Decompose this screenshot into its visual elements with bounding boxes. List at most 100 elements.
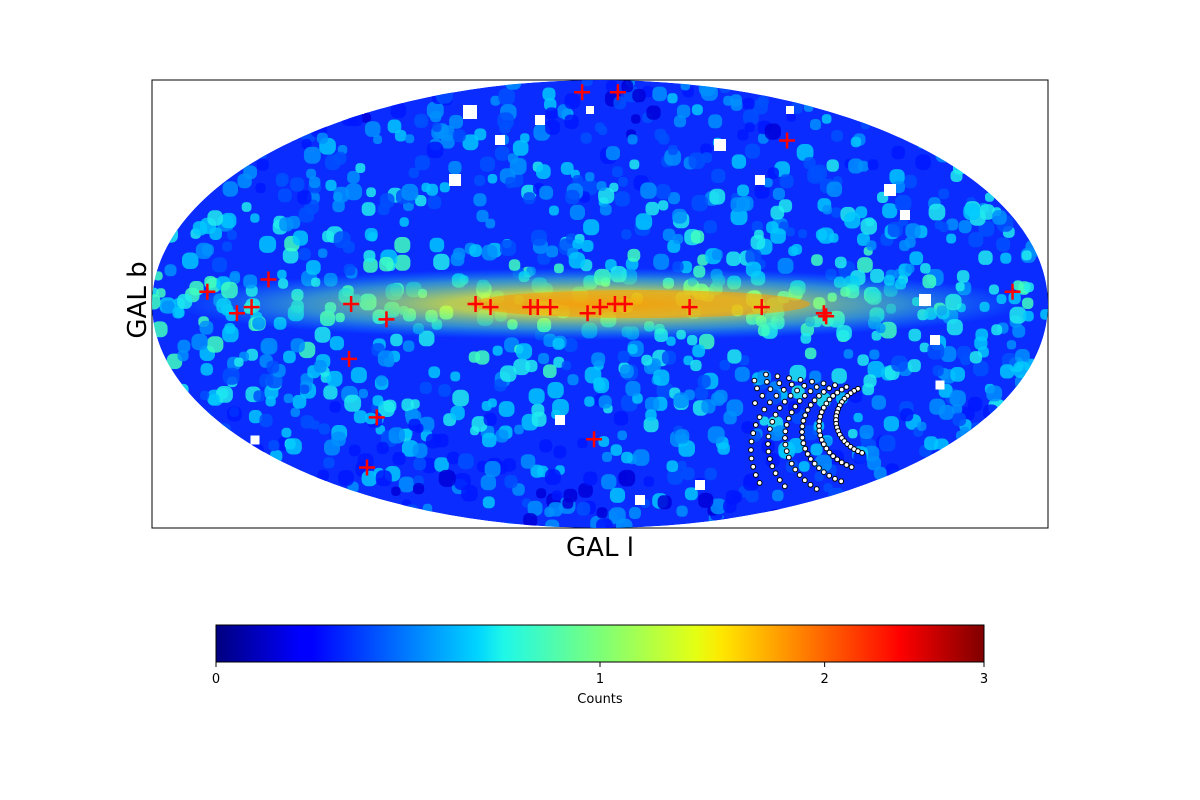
footprint-circle: [813, 384, 820, 390]
source-blob: [413, 457, 427, 471]
source-blob: [1015, 349, 1030, 364]
source-blob: [598, 395, 612, 409]
source-blob: [563, 488, 578, 503]
source-blob: [810, 119, 822, 131]
source-blob: [767, 167, 779, 179]
source-blob: [919, 342, 930, 353]
source-blob: [560, 162, 574, 175]
source-blob: [826, 181, 843, 197]
source-blob: [815, 229, 828, 241]
source-blob: [259, 235, 277, 253]
source-blob: [601, 474, 617, 490]
source-blob: [473, 193, 487, 207]
source-blob: [255, 183, 266, 194]
source-blob: [744, 122, 755, 133]
source-blob: [494, 378, 507, 392]
source-blob: [694, 386, 709, 400]
source-blob: [763, 178, 773, 188]
source-blob: [259, 413, 273, 428]
footprint-circle: [776, 477, 783, 483]
source-blob: [264, 385, 279, 400]
empty-patch: [900, 210, 910, 220]
source-marker: [358, 459, 375, 476]
source-blob: [730, 197, 746, 212]
source-blob: [200, 363, 213, 376]
source-blob: [777, 257, 794, 274]
source-blob: [308, 176, 321, 189]
footprint-circle: [813, 486, 820, 492]
source-blob: [177, 339, 191, 353]
source-blob: [719, 359, 731, 371]
source-blob: [513, 358, 530, 376]
source-blob: [479, 156, 496, 172]
source-blob: [1012, 324, 1026, 338]
source-blob: [867, 159, 879, 171]
source-blob: [730, 99, 743, 111]
source-blob: [279, 217, 294, 232]
source-blob: [572, 239, 583, 250]
source-blob: [325, 179, 337, 191]
footprint-circle: [750, 430, 757, 437]
footprint-circle: [838, 386, 845, 393]
source-blob: [581, 80, 593, 87]
source-blob: [469, 244, 482, 257]
source-blob: [643, 476, 655, 487]
source-blob: [402, 340, 415, 352]
source-blob: [1000, 252, 1012, 264]
source-blob: [757, 95, 769, 107]
source-blob: [788, 246, 799, 257]
footprint-circle: [826, 449, 833, 456]
source-blob: [681, 467, 695, 481]
source-blob: [975, 328, 989, 342]
source-blob: [583, 471, 598, 486]
source-blob: [731, 491, 743, 503]
source-blob: [487, 174, 498, 184]
source-blob: [690, 359, 702, 372]
source-blob: [668, 145, 678, 155]
source-marker: [616, 296, 633, 312]
footprint-circle: [772, 411, 779, 418]
source-blob: [515, 343, 533, 360]
footprint-circle: [834, 456, 841, 463]
source-blob: [268, 440, 280, 452]
source-blob: [392, 452, 406, 466]
source-blob: [710, 498, 727, 515]
empty-patch: [755, 175, 765, 185]
source-blob: [482, 432, 497, 448]
source-blob: [932, 365, 944, 377]
source-blob: [940, 346, 957, 362]
colorbar-label: Counts: [577, 692, 623, 707]
footprint-circle: [767, 399, 773, 406]
source-blob: [949, 390, 966, 407]
source-blob: [662, 228, 676, 242]
source-blob: [821, 114, 832, 124]
empty-patch: [406, 91, 414, 99]
source-blob: [318, 248, 328, 258]
source-blob: [596, 518, 613, 528]
source-blob: [905, 263, 915, 274]
source-marker: [818, 308, 835, 325]
source-blob: [853, 412, 863, 423]
source-blob: [481, 401, 492, 411]
source-blob: [348, 444, 361, 457]
source-blob: [338, 470, 354, 486]
source-blob: [394, 237, 411, 253]
footprint-circle: [834, 389, 841, 396]
source-blob: [306, 260, 321, 275]
source-blob: [967, 397, 983, 412]
source-blob: [383, 399, 397, 413]
footprint-circle: [826, 472, 833, 479]
source-blob: [421, 182, 431, 193]
source-blob: [859, 424, 874, 439]
footprint-circle: [799, 429, 805, 435]
source-blob: [531, 229, 547, 246]
source-blob: [831, 207, 842, 218]
source-blob: [310, 420, 320, 430]
source-marker: [1004, 283, 1021, 300]
footprint-circle: [820, 441, 827, 448]
source-blob: [207, 210, 223, 226]
source-blob: [514, 424, 524, 435]
source-blob: [523, 192, 536, 205]
source-blob: [567, 374, 579, 386]
footprint-circle: [787, 392, 794, 399]
